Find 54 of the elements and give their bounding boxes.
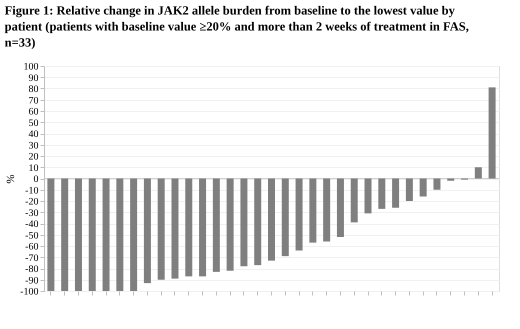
bar bbox=[268, 178, 275, 261]
bar bbox=[488, 87, 496, 178]
y-tick-label: 80 bbox=[28, 84, 38, 95]
y-tick-label: 70 bbox=[28, 95, 38, 106]
y-tick-label: -70 bbox=[25, 252, 38, 264]
bar bbox=[116, 178, 124, 291]
y-tick-label: -30 bbox=[25, 208, 38, 219]
bar bbox=[240, 178, 248, 266]
y-tick-label: 90 bbox=[28, 72, 38, 84]
y-tick-label: 50 bbox=[28, 118, 38, 129]
bar bbox=[130, 178, 138, 291]
bar bbox=[61, 178, 68, 291]
bar bbox=[364, 178, 372, 214]
y-tick-label: 20 bbox=[28, 152, 38, 162]
bar bbox=[74, 178, 82, 291]
bar bbox=[309, 178, 316, 243]
y-tick-label: -50 bbox=[25, 230, 38, 242]
bar bbox=[350, 178, 358, 222]
bar bbox=[282, 178, 289, 256]
bar bbox=[323, 178, 330, 242]
bar bbox=[144, 178, 151, 284]
y-tick-label: -60 bbox=[25, 242, 38, 252]
y-tick-label: -90 bbox=[25, 275, 38, 286]
bar bbox=[226, 178, 234, 271]
y-tick-label: -80 bbox=[25, 264, 38, 275]
y-tick-label: -20 bbox=[25, 196, 38, 208]
bar bbox=[158, 178, 165, 280]
bar bbox=[199, 178, 206, 276]
bar bbox=[47, 178, 54, 291]
bar bbox=[88, 178, 96, 291]
bar bbox=[212, 178, 220, 272]
bar bbox=[254, 178, 262, 266]
y-tick-label: 100 bbox=[24, 62, 38, 72]
y-tick-label: 10 bbox=[28, 162, 38, 174]
bar bbox=[420, 178, 427, 196]
bar bbox=[433, 178, 440, 190]
y-tick-label: -40 bbox=[25, 219, 38, 230]
bar bbox=[185, 178, 192, 276]
bar bbox=[406, 178, 413, 201]
bar bbox=[474, 167, 482, 178]
bar bbox=[171, 178, 178, 279]
y-tick-label: 40 bbox=[28, 129, 38, 140]
y-tick-label: 60 bbox=[28, 106, 38, 118]
y-axis-title: % bbox=[5, 174, 18, 184]
bar bbox=[102, 178, 110, 291]
bar bbox=[336, 178, 344, 237]
chart-title: Figure 1: Relative change in JAK2 allele burden from baseline to the lowest value by patient (patients with baseline value ≥20% and more than 2 weeks of treatment in FAS, n=33) bbox=[4, 4, 469, 50]
bar bbox=[296, 178, 303, 250]
y-tick-label: -100 bbox=[20, 286, 38, 298]
bar bbox=[378, 178, 386, 209]
y-tick-label: -10 bbox=[25, 185, 38, 196]
bar bbox=[392, 178, 400, 208]
y-tick-label: 0 bbox=[34, 174, 38, 185]
y-tick-label: 30 bbox=[28, 140, 38, 152]
